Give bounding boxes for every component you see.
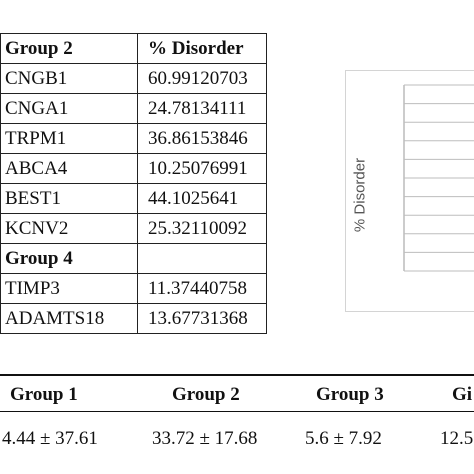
disorder-chart-frame <box>345 70 474 312</box>
empty-cell <box>137 243 267 274</box>
gene-name: ADAMTS18 <box>0 303 138 334</box>
summary-value-group-4-cut: 12.5 <box>440 428 474 449</box>
chart-y-axis-label: % Disorder <box>351 157 369 233</box>
gene-name: ABCA4 <box>0 153 138 184</box>
disorder-value: 36.86153846 <box>137 123 267 154</box>
summary-header-group-1: Group 1 <box>10 384 78 405</box>
table-row: TIMP3 11.37440758 <box>0 273 267 304</box>
disorder-header: % Disorder <box>137 33 267 64</box>
summary-value-group-2: 33.72 ± 17.68 <box>152 428 258 449</box>
summary-value-group-3: 5.6 ± 7.92 <box>305 428 382 449</box>
summary-header-group-4-cut: Gi <box>452 384 473 405</box>
disorder-value: 24.78134111 <box>137 93 267 124</box>
gene-name: CNGA1 <box>0 93 138 124</box>
disorder-value: 25.32110092 <box>137 213 267 244</box>
summary-header-group-2: Group 2 <box>172 384 240 405</box>
disorder-value: 44.1025641 <box>137 183 267 214</box>
gene-name: CNGB1 <box>0 63 138 94</box>
group-2-header: Group 2 <box>0 33 138 64</box>
table-row: TRPM1 36.86153846 <box>0 123 267 154</box>
gene-name: TIMP3 <box>0 273 138 304</box>
disorder-value: 11.37440758 <box>137 273 267 304</box>
table-row: ADAMTS18 13.67731368 <box>0 303 267 334</box>
group-summary-table: Group 1 Group 2 Group 3 Gi 4.44 ± 37.61 … <box>0 374 474 472</box>
group-4-label: Group 4 <box>0 243 138 274</box>
gene-name: KCNV2 <box>0 213 138 244</box>
table-row: CNGB1 60.99120703 <box>0 63 267 94</box>
summary-value-group-1: 4.44 ± 37.61 <box>2 428 98 449</box>
table-row: BEST1 44.1025641 <box>0 183 267 214</box>
gene-name: TRPM1 <box>0 123 138 154</box>
gene-name: BEST1 <box>0 183 138 214</box>
disorder-value: 60.99120703 <box>137 63 267 94</box>
table-row: KCNV2 25.32110092 <box>0 213 267 244</box>
table-header-row: Group 2 % Disorder <box>0 33 267 64</box>
summary-header-group-3: Group 3 <box>316 384 384 405</box>
table-row: ABCA4 10.25076991 <box>0 153 267 184</box>
gene-disorder-table: Group 2 % Disorder CNGB1 60.99120703 CNG… <box>0 33 267 334</box>
summary-divider <box>0 411 474 412</box>
disorder-value: 13.67731368 <box>137 303 267 334</box>
table-row: CNGA1 24.78134111 <box>0 93 267 124</box>
chart-grid <box>403 84 474 272</box>
group-4-header-row: Group 4 <box>0 243 267 274</box>
disorder-value: 10.25076991 <box>137 153 267 184</box>
